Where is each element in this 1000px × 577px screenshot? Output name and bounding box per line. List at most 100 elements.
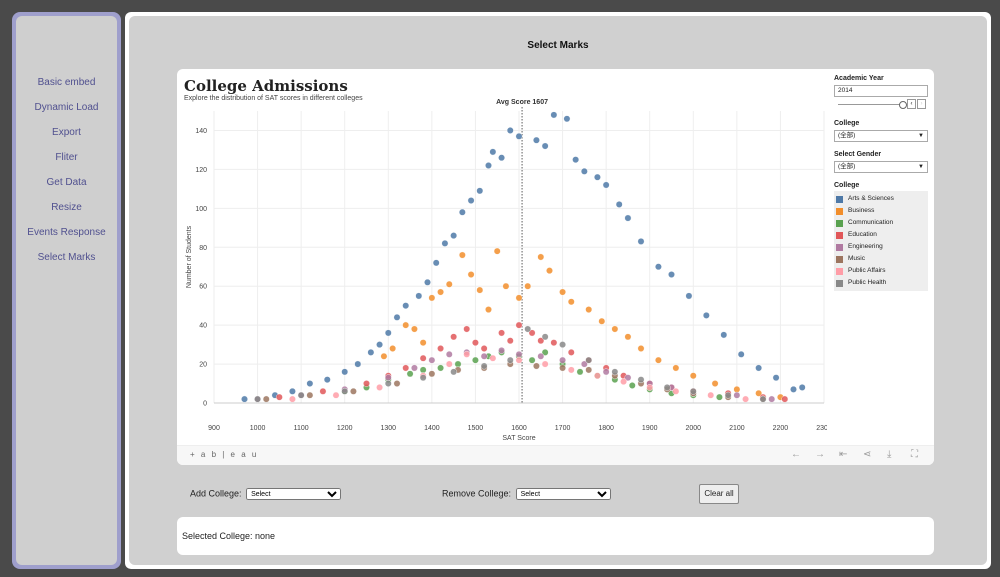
data-point [489, 354, 497, 362]
data-point [602, 368, 610, 376]
data-point [506, 356, 514, 364]
data-point [737, 350, 745, 358]
nav-dynamic-load[interactable]: Dynamic Load [34, 102, 99, 113]
revert-icon[interactable]: ⇤ [839, 449, 848, 460]
data-point [646, 384, 654, 391]
data-point [463, 350, 471, 358]
data-point [541, 142, 549, 150]
legend-item[interactable]: Education [836, 229, 928, 241]
x-tick-label: 1200 [337, 425, 353, 432]
data-point [485, 306, 492, 313]
data-point [672, 364, 680, 372]
data-point [559, 356, 566, 364]
legend-label: Education [848, 231, 877, 238]
data-point [602, 181, 610, 189]
slider-next-button[interactable]: › [917, 99, 926, 109]
data-point [454, 360, 462, 368]
data-point [367, 348, 375, 356]
data-point [363, 380, 370, 387]
data-point [537, 337, 545, 345]
data-point [559, 341, 566, 348]
data-point [711, 380, 719, 387]
remove-college-select[interactable]: Select [515, 488, 611, 500]
nav-resize[interactable]: Resize [51, 202, 82, 213]
data-point [637, 376, 645, 384]
legend-item[interactable]: Engineering [836, 241, 928, 253]
data-point [598, 317, 606, 325]
x-tick-label: 2100 [729, 425, 745, 432]
college-filter-dropdown[interactable]: (全部) ▼ [834, 130, 928, 142]
redo-icon[interactable]: → [815, 449, 825, 460]
share-icon[interactable]: ⋖ [863, 449, 872, 460]
y-tick-label: 40 [199, 323, 207, 330]
main-content: Select Marks College Admissions Explore … [125, 12, 991, 569]
fullscreen-icon[interactable]: ⛶ [911, 449, 918, 460]
data-point [445, 280, 453, 288]
data-point [498, 329, 505, 337]
legend-swatch [836, 243, 843, 251]
legend-item[interactable]: Arts & Sciences [836, 193, 928, 205]
scatter-chart[interactable]: 900 1000 1100 1200 1300 1400 1500 1600 1700 1800 1… [177, 69, 827, 444]
data-point [437, 364, 444, 372]
undo-icon[interactable]: ← [791, 449, 801, 460]
academic-year-input[interactable]: 2014 [834, 85, 928, 97]
data-point [411, 325, 418, 333]
data-point [572, 156, 580, 164]
nav-get-data[interactable]: Get Data [46, 177, 87, 188]
nav-filter[interactable]: Fliter [55, 152, 78, 163]
nav-select-marks[interactable]: Select Marks [37, 252, 96, 263]
data-point [689, 387, 697, 395]
data-point [297, 391, 305, 399]
data-point [720, 331, 728, 339]
legend-item[interactable]: Public Health [836, 277, 928, 289]
data-point [376, 341, 383, 348]
data-point [655, 356, 662, 364]
data-point [615, 201, 623, 208]
data-point [594, 372, 601, 380]
tableau-viz: College Admissions Explore the distribut… [177, 69, 934, 465]
y-tick-label: 100 [195, 206, 207, 213]
data-point [655, 263, 662, 271]
legend-item[interactable]: Communication [836, 217, 928, 229]
data-point [485, 162, 492, 169]
gender-filter-dropdown[interactable]: (全部) ▼ [834, 161, 928, 173]
data-point [467, 271, 475, 278]
slider-knob[interactable] [899, 101, 907, 109]
clear-all-button[interactable]: Clear all [699, 484, 739, 504]
data-point [585, 306, 593, 313]
data-point [537, 352, 545, 360]
data-point [419, 374, 427, 382]
gender-filter-value: (全部) [838, 163, 856, 170]
legend-item[interactable]: Music [836, 253, 928, 265]
legend-label: Communication [848, 219, 894, 226]
page-title: Select Marks [527, 40, 589, 51]
nav-basic-embed[interactable]: Basic embed [37, 77, 96, 88]
data-point [437, 345, 444, 352]
data-point [389, 345, 397, 352]
viz-toolbar: + a b | e a u ← → ⇤ ⋖ ⤓ ⛶ [177, 445, 934, 465]
download-icon[interactable]: ⤓ [887, 449, 892, 460]
nav-events-response[interactable]: Events Response [27, 227, 106, 238]
x-tick-label: 1800 [598, 425, 614, 432]
data-point [637, 238, 645, 245]
data-point [742, 395, 749, 403]
data-point [393, 380, 401, 387]
data-point [402, 302, 410, 310]
data-point [445, 360, 453, 368]
legend-item[interactable]: Business [836, 205, 928, 217]
legend-label: Music [848, 255, 865, 262]
data-point [428, 356, 436, 364]
slider-prev-button[interactable]: ‹ [907, 99, 916, 109]
add-college-select[interactable]: Select [246, 488, 342, 500]
data-point [450, 232, 458, 239]
data-point [428, 294, 436, 302]
data-point [480, 352, 488, 360]
y-tick-label: 0 [203, 401, 207, 408]
data-point [515, 350, 523, 358]
nav-export[interactable]: Export [52, 127, 81, 138]
average-reference-label: Avg Score 1607 [496, 99, 548, 106]
academic-year-slider[interactable]: ‹ › [834, 99, 928, 111]
legend-item[interactable]: Public Affairs [836, 265, 928, 277]
data-point [467, 197, 475, 204]
y-tick-label: 120 [195, 167, 207, 174]
